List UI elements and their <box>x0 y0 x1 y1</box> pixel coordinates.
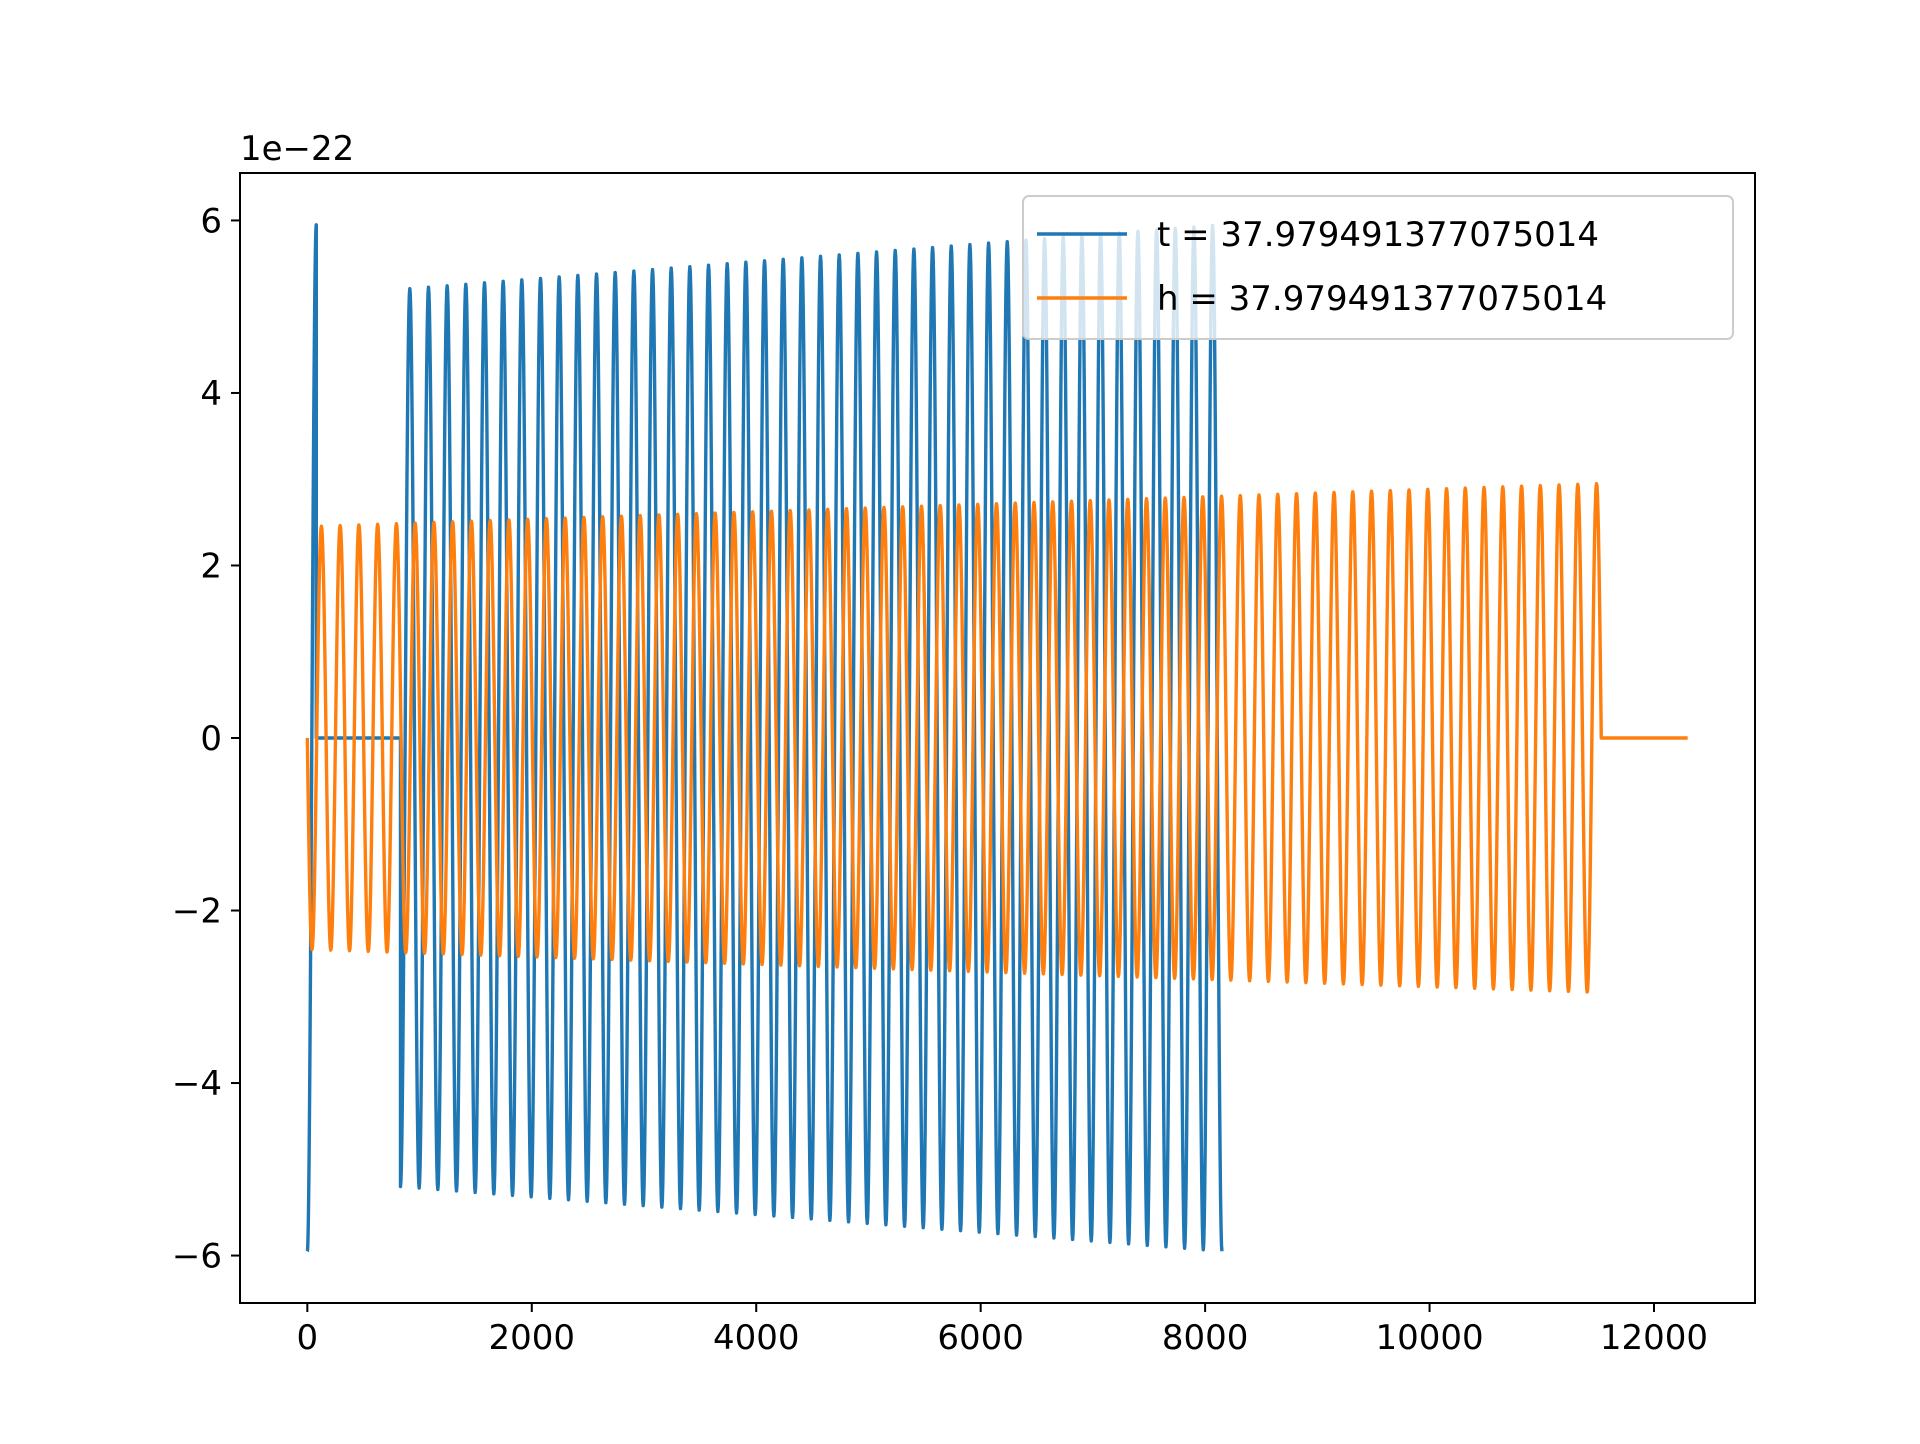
y-offset-text: 1e−22 <box>240 129 354 169</box>
y-axis: −6 −4 −2 0 2 4 6 <box>172 201 240 1277</box>
series-line-0 <box>305 223 1224 1253</box>
y-tick-label: 0 <box>200 719 222 759</box>
x-tick-label: 8000 <box>1162 1318 1249 1358</box>
legend-label: t = 37.979491377075014 <box>1157 215 1599 255</box>
legend-box <box>1022 195 1734 340</box>
x-tick-label: 10000 <box>1375 1318 1483 1358</box>
y-tick-label: −4 <box>172 1064 222 1104</box>
y-tick-label: 6 <box>200 201 222 241</box>
y-tick-label: −6 <box>172 1237 222 1277</box>
x-axis: 0 2000 4000 6000 8000 10000 12000 <box>297 1303 1708 1358</box>
x-tick-label: 4000 <box>713 1318 800 1358</box>
x-tick-label: 0 <box>297 1318 319 1358</box>
series-layer <box>305 223 1688 1253</box>
x-tick-label: 6000 <box>937 1318 1024 1358</box>
y-tick-label: −2 <box>172 892 222 932</box>
y-tick-label: 4 <box>200 374 222 414</box>
legend-label: h = 37.979491377075014 <box>1157 279 1607 319</box>
x-tick-label: 2000 <box>489 1318 576 1358</box>
y-tick-label: 2 <box>200 546 222 586</box>
series-line-1 <box>305 481 1688 994</box>
legend: t = 37.979491377075014 h = 37.97949137707… <box>1022 195 1734 340</box>
x-tick-label: 12000 <box>1600 1318 1708 1358</box>
